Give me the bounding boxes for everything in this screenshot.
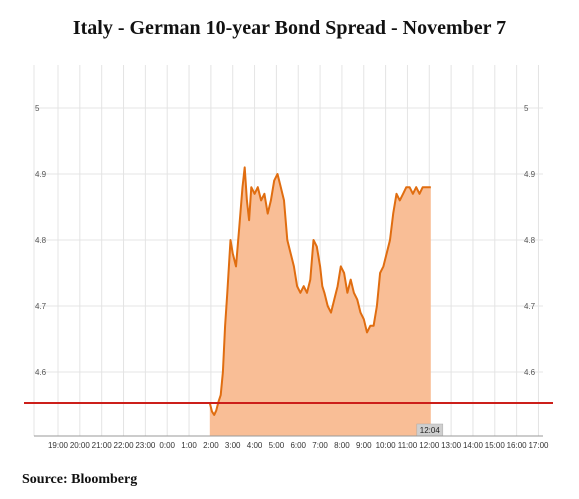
y-tick-label: 4.8 bbox=[35, 236, 47, 245]
x-tick-label: 12:00 bbox=[419, 441, 440, 450]
x-tick-label: 10:00 bbox=[376, 441, 397, 450]
x-tick-label: 0:00 bbox=[159, 441, 175, 450]
spread-area bbox=[209, 167, 431, 436]
x-tick-label: 2:00 bbox=[203, 441, 219, 450]
y-tick-label: 4.6 bbox=[524, 368, 536, 377]
x-tick-label: 5:00 bbox=[269, 441, 285, 450]
x-tick-label: 13:00 bbox=[441, 441, 462, 450]
x-tick-label: 6:00 bbox=[290, 441, 306, 450]
y-tick-label: 4.8 bbox=[524, 236, 536, 245]
y-tick-labels-right: 4.6 4.7 4.8 4.9 5 bbox=[524, 104, 536, 377]
y-tick-label: 4.9 bbox=[524, 170, 536, 179]
x-tick-label: 4:00 bbox=[247, 441, 263, 450]
x-tick-label: 1:00 bbox=[181, 441, 197, 450]
x-tick-labels: 19:00 20:00 21:00 22:00 23:00 0:00 1:00 2:00 3:0… bbox=[48, 441, 549, 450]
spread-line bbox=[208, 166, 431, 416]
x-tick-label: 16:00 bbox=[507, 441, 528, 450]
y-tick-label: 5 bbox=[35, 104, 40, 113]
x-tick-label: 7:00 bbox=[312, 441, 328, 450]
y-tick-label: 4.6 bbox=[35, 368, 47, 377]
y-tick-label: 4.7 bbox=[524, 302, 536, 311]
x-tick-label: 19:00 bbox=[48, 441, 69, 450]
x-tick-label: 14:00 bbox=[463, 441, 484, 450]
y-tick-label: 5 bbox=[524, 104, 529, 113]
x-tick-label: 11:00 bbox=[398, 441, 418, 450]
x-tick-label: 3:00 bbox=[225, 441, 241, 450]
x-tick-label: 20:00 bbox=[70, 441, 91, 450]
x-tick-label: 21:00 bbox=[92, 441, 113, 450]
x-tick-label: 8:00 bbox=[334, 441, 350, 450]
x-tick-label: 15:00 bbox=[485, 441, 506, 450]
x-tick-label: 22:00 bbox=[114, 441, 135, 450]
y-tick-labels-left: 4.6 4.7 4.8 4.9 5 bbox=[35, 104, 47, 377]
x-tick-label: 9:00 bbox=[356, 441, 372, 450]
y-tick-label: 4.7 bbox=[35, 302, 47, 311]
x-tick-label: 17:00 bbox=[528, 441, 549, 450]
chart-title: Italy - German 10-year Bond Spread - Nov… bbox=[72, 17, 507, 39]
x-tick-label: 23:00 bbox=[135, 441, 156, 450]
source-note: Source: Bloomberg bbox=[22, 472, 138, 487]
end-time-marker: 12:04 bbox=[416, 423, 444, 437]
y-tick-label: 4.9 bbox=[35, 170, 47, 179]
end-time-label: 12:04 bbox=[420, 426, 441, 435]
